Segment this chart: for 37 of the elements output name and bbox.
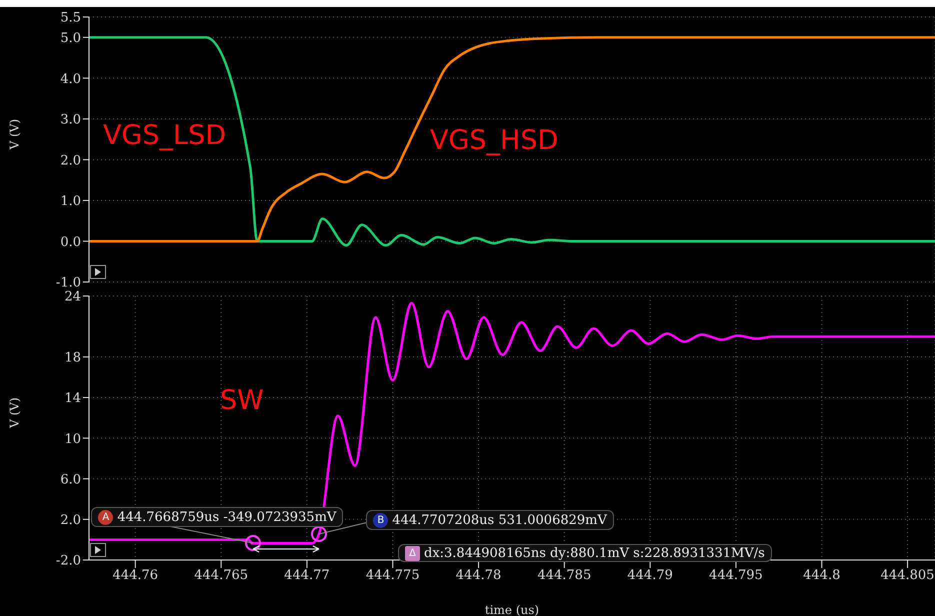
x-tick-label: 444.775	[366, 568, 420, 584]
y-tick-label: 3.0	[60, 112, 81, 128]
y-tick-label: 14	[64, 391, 81, 406]
y-tick-label: 10	[64, 432, 81, 447]
x-tick-label: 444.76	[112, 568, 158, 584]
y-tick-label: -2.0	[56, 554, 81, 569]
x-tick-label: 444.795	[709, 568, 763, 584]
text: 444.7707208us 531.0006829mV	[392, 513, 607, 528]
y-tick-label: 5.5	[60, 10, 81, 26]
x-tick-label: 444.79	[627, 568, 673, 584]
y-axis-title: V (V)	[7, 397, 22, 429]
y-tick-label: 1.0	[60, 194, 81, 210]
x-tick-label: 444.8	[803, 568, 840, 584]
x-tick-label: 444.765	[194, 568, 248, 584]
letter-badge-icon: A	[98, 510, 114, 526]
text: SW	[220, 385, 264, 416]
y-tick-label: 2.0	[60, 513, 81, 528]
x-tick-label: 444.77	[284, 568, 330, 584]
x-tick-label: 444.78	[456, 568, 502, 584]
letter-badge-icon: B	[373, 513, 388, 528]
x-tick-label: 444.805	[880, 568, 934, 584]
y-tick-label: -1.0	[56, 276, 81, 291]
delta-badge-icon: Δ	[405, 546, 420, 561]
y-tick-label: 6.0	[60, 472, 81, 488]
y-tick-label: 5.0	[60, 31, 81, 46]
x-tick-label: 444.785	[537, 568, 592, 584]
y-axis-title: V (V)	[7, 118, 22, 150]
y-tick-label: 18	[64, 350, 81, 366]
y-tick-label: 4.0	[60, 72, 81, 87]
y-tick-label: 2.0	[60, 153, 81, 168]
text: 444.7668759us -349.0723935mV	[117, 510, 336, 526]
x-axis-title: time (us)	[484, 603, 540, 616]
text: dx:3.844908165ns dy:880.1mV s:228.8931331MV/s	[424, 546, 765, 561]
y-tick-label: 24	[64, 290, 81, 305]
series-label: VGS_LSD	[103, 120, 226, 151]
y-tick-label: 0.0	[60, 234, 81, 250]
series-label: VGS_HSD	[430, 125, 558, 156]
